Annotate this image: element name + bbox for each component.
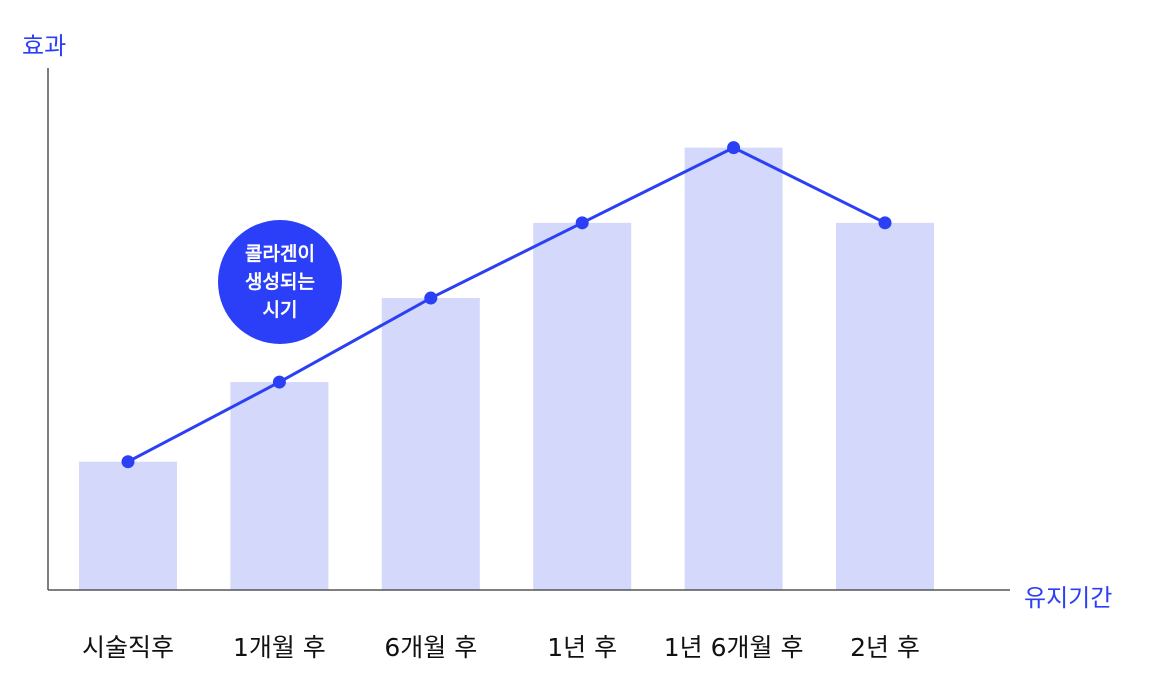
- y-axis-label: 효과: [22, 32, 67, 60]
- x-tick-label: 시술직후: [81, 633, 174, 662]
- bar: [381, 298, 480, 590]
- data-point: [878, 216, 892, 230]
- bar: [533, 222, 632, 590]
- annotation-line: 콜라겐이: [245, 243, 315, 265]
- bar: [230, 382, 329, 590]
- trend-line: [127, 145, 886, 464]
- annotation-line: 시기: [262, 299, 298, 321]
- data-point: [575, 216, 589, 230]
- data-point: [121, 455, 135, 469]
- collagen-annotation-badge: 콜라겐이 생성되는 시기: [218, 220, 342, 344]
- x-tick-label: 1년 후: [547, 633, 618, 662]
- bar: [684, 147, 783, 590]
- x-axis-label: 유지기간: [1024, 584, 1113, 612]
- annotation-line: 생성되는: [245, 271, 315, 293]
- bar: [79, 461, 177, 590]
- data-point: [424, 291, 438, 305]
- x-tick-label: 1개월 후: [232, 633, 326, 662]
- x-tick-label: 1년 6개월 후: [663, 633, 804, 662]
- x-tick-label: 6개월 후: [384, 633, 478, 662]
- data-point: [727, 141, 741, 155]
- bar: [836, 222, 934, 590]
- data-point: [272, 375, 286, 389]
- x-tick-label: 2년 후: [850, 633, 920, 662]
